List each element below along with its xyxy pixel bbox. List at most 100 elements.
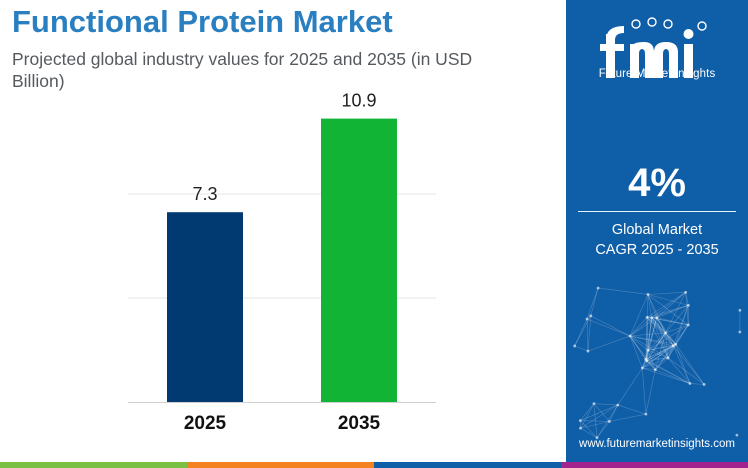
bar-chart-svg: 7.3 2025 10.9 2035 <box>128 91 436 434</box>
logo-tagline: Future Market Insights <box>598 68 716 80</box>
network-line <box>647 294 689 326</box>
network-line <box>654 332 666 370</box>
network-line <box>646 317 669 359</box>
network-line <box>645 343 676 360</box>
network-decoration <box>573 286 742 440</box>
network-line <box>617 404 646 415</box>
network-node <box>738 308 742 312</box>
network-line <box>647 317 658 351</box>
network-line <box>641 368 647 415</box>
network-node <box>646 348 650 352</box>
network-line <box>609 413 646 422</box>
strip-segment-4 <box>561 462 748 468</box>
network-line <box>675 344 705 385</box>
network-line <box>580 421 610 429</box>
network-line <box>647 343 676 351</box>
network-line <box>641 359 647 369</box>
network-line <box>645 317 648 360</box>
cagr-label: Global Market CAGR 2025 - 2035 <box>566 220 748 260</box>
network-node <box>666 356 670 360</box>
network-line <box>629 335 674 347</box>
network-line <box>667 345 674 359</box>
network-line <box>651 317 676 345</box>
network-line <box>587 315 592 352</box>
network-line <box>617 367 643 406</box>
network-line <box>656 317 666 334</box>
network-line <box>642 367 656 371</box>
network-line <box>647 324 689 351</box>
network-line <box>629 335 643 369</box>
cagr-value: 4% <box>628 161 686 205</box>
network-line <box>593 403 618 406</box>
network-node <box>684 290 688 294</box>
network-line <box>667 357 691 384</box>
network-line <box>672 324 689 346</box>
strip-segment-2 <box>187 462 374 468</box>
strip-segment-3 <box>374 462 561 468</box>
network-line <box>590 315 631 337</box>
network-node <box>674 342 678 346</box>
network-node <box>645 315 649 319</box>
network-node <box>653 368 657 372</box>
network-line <box>647 316 689 326</box>
network-line <box>651 317 669 359</box>
network-line <box>586 318 631 337</box>
network-line <box>655 369 691 384</box>
network-line <box>654 345 674 370</box>
network-line <box>667 344 677 359</box>
network-line <box>647 332 666 351</box>
network-line <box>580 420 610 422</box>
network-node <box>686 303 690 307</box>
network-line <box>646 332 666 362</box>
network-node <box>573 344 577 348</box>
cagr-label-line1: Global Market <box>611 222 703 238</box>
network-line <box>646 317 658 362</box>
network-node <box>644 357 648 361</box>
network-line <box>647 349 669 359</box>
network-line <box>656 317 669 359</box>
bar-2035 <box>321 118 397 402</box>
network-line <box>656 304 689 318</box>
chart-title: Functional Protein Market <box>12 4 393 39</box>
network-line <box>646 357 669 362</box>
bar-2025 <box>167 212 243 402</box>
network-line <box>642 343 676 369</box>
network-node <box>589 314 593 318</box>
website-link[interactable]: www.futuremarketinsights.com <box>579 438 735 450</box>
network-node <box>655 316 659 320</box>
fmi-logo <box>600 17 707 78</box>
network-line <box>598 287 649 295</box>
network-line <box>587 335 631 352</box>
network-node <box>592 402 596 406</box>
network-line <box>685 292 689 325</box>
network-node <box>595 436 599 440</box>
network-line <box>647 317 653 351</box>
network-line <box>651 304 689 319</box>
network-line <box>629 317 652 337</box>
network-line <box>593 403 610 422</box>
network-line <box>629 316 648 337</box>
network-line <box>647 294 666 334</box>
network-node <box>585 317 589 321</box>
network-line <box>647 350 656 370</box>
cagr-divider <box>578 211 736 212</box>
x-tick-label-2035: 2035 <box>338 413 381 434</box>
network-line <box>580 427 598 439</box>
network-line <box>645 317 658 360</box>
network-line <box>647 291 686 295</box>
network-node <box>686 323 690 327</box>
network-line <box>645 357 669 360</box>
network-line <box>590 287 599 316</box>
network-line <box>580 404 618 429</box>
network-line <box>665 305 689 334</box>
network-line <box>646 343 676 362</box>
network-node <box>644 412 648 416</box>
network-node <box>650 316 654 320</box>
network-line <box>647 294 689 306</box>
data-label-2035: 10.9 <box>341 91 376 111</box>
cagr-label-line2: CAGR 2025 - 2035 <box>595 242 719 258</box>
network-line <box>629 335 669 359</box>
network-line <box>596 421 610 438</box>
network-line <box>629 317 657 337</box>
network-line <box>651 317 689 326</box>
